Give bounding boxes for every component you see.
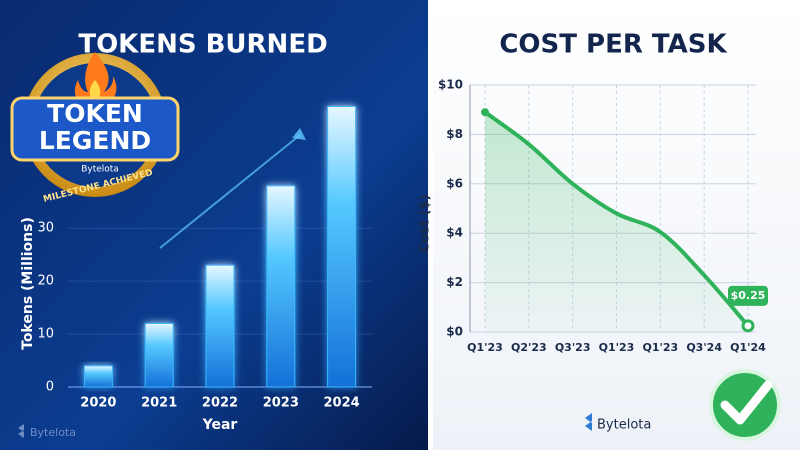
brand-right: Bytelota <box>597 418 651 433</box>
y-tick-label: 10 <box>37 327 54 342</box>
check-mark <box>720 380 773 425</box>
badge-banner <box>10 96 180 162</box>
area <box>485 112 748 332</box>
x-tick-label: Q2'23 <box>511 341 547 354</box>
trend-arrowhead <box>292 128 306 140</box>
point <box>741 319 755 333</box>
badge-line1: TOKEN <box>47 99 143 128</box>
bar <box>266 185 296 388</box>
badge-brand: Bytelota <box>81 165 119 175</box>
y-tick-label: $2 <box>446 275 463 289</box>
bar <box>83 365 113 388</box>
x-tick-label: Q1'23 <box>599 341 635 354</box>
y-tick-label: 20 <box>37 274 54 289</box>
value-label-box <box>728 285 768 306</box>
x-axis-label: Year <box>202 417 238 433</box>
bar <box>327 105 357 388</box>
y-tick-label: 0 <box>46 380 54 395</box>
x-tick-label: Q3'24 <box>686 341 722 354</box>
y-tick-label: 30 <box>37 221 54 236</box>
chart-title: COST PER TASK <box>499 30 727 60</box>
x-tick-label: 2022 <box>202 396 238 411</box>
y-axis-label: Cost ($) <box>418 195 433 253</box>
value-label: $0.25 <box>731 289 766 302</box>
flame-icon <box>74 52 117 108</box>
y-tick-label: $0 <box>446 325 463 339</box>
bar-chart: 0 10 20 30 2020 2021 2022 2023 2024 Tokens (Milli… <box>20 30 372 433</box>
y-tick-label: $10 <box>438 78 463 92</box>
line-chart: Q1'23 Q2'23 Q3'23 Q1'23 Q1'23 Q3'24 Q1'24 $0 $2 $… <box>418 30 768 354</box>
bar <box>205 264 235 388</box>
chart-title: TOKENS BURNED <box>78 30 327 60</box>
x-tick-label: Q1'24 <box>730 341 766 354</box>
x-tick-label: 2021 <box>141 396 177 411</box>
divider <box>428 0 433 450</box>
brand-left-icon <box>18 424 24 438</box>
y-tick-label: $4 <box>446 226 463 240</box>
trend-arrow <box>159 134 301 249</box>
x-tick-label: Q3'23 <box>555 341 591 354</box>
point <box>481 108 489 117</box>
x-tick-label: Q1'23 <box>642 341 678 354</box>
bar <box>144 322 174 388</box>
y-axis-label: Tokens (Millions) <box>20 217 36 350</box>
brand-left: Bytelota <box>30 426 76 439</box>
x-tick-label: 2023 <box>263 396 299 411</box>
x-tick-label: Q1'23 <box>467 341 503 354</box>
y-tick-label: $6 <box>446 176 463 190</box>
x-tick-label: 2024 <box>324 396 360 411</box>
y-tick-label: $8 <box>446 127 463 141</box>
brand-right-icon <box>585 413 592 431</box>
badge-line2: LEGEND <box>39 126 151 155</box>
x-tick-label: 2020 <box>80 396 116 411</box>
check-icon <box>709 369 781 441</box>
